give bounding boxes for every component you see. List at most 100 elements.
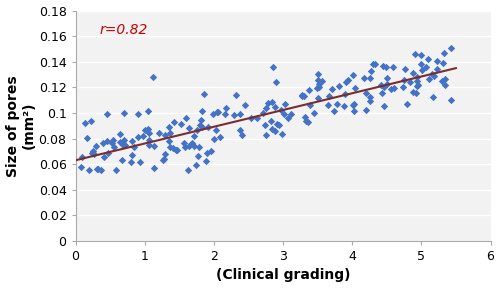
Point	[140, 128, 148, 133]
Point	[424, 56, 432, 61]
Point	[413, 79, 421, 84]
Point	[447, 98, 455, 103]
Point	[104, 151, 112, 156]
Point	[439, 61, 447, 66]
Point	[262, 106, 270, 110]
Point	[87, 119, 95, 124]
Point	[194, 154, 202, 158]
Text: r=0.82: r=0.82	[100, 22, 148, 37]
Point	[185, 144, 193, 149]
Point	[210, 112, 218, 117]
Point	[380, 104, 388, 109]
Point	[221, 111, 229, 116]
Point	[89, 149, 97, 153]
Point	[412, 91, 420, 96]
Point	[195, 144, 203, 149]
Point	[434, 67, 442, 71]
Point	[236, 111, 244, 116]
Point	[300, 114, 308, 119]
Point	[146, 142, 154, 147]
Point	[348, 103, 356, 107]
Point	[144, 131, 152, 136]
Point	[112, 168, 120, 173]
Point	[92, 167, 100, 172]
Point	[140, 134, 147, 138]
Point	[330, 109, 338, 113]
Point	[172, 148, 180, 153]
Point	[426, 76, 434, 81]
Point	[108, 141, 116, 145]
Point	[302, 118, 310, 123]
Point	[305, 88, 313, 92]
Point	[166, 125, 173, 130]
Point	[410, 89, 418, 94]
Point	[324, 102, 332, 107]
Point	[206, 149, 214, 153]
Point	[116, 139, 124, 144]
Point	[146, 138, 154, 143]
Point	[262, 133, 270, 137]
Point	[362, 108, 370, 112]
Point	[388, 87, 396, 91]
Point	[130, 144, 138, 149]
Point	[134, 112, 142, 116]
Point	[366, 98, 374, 103]
Point	[253, 116, 261, 120]
Point	[134, 135, 142, 140]
Point	[350, 109, 358, 113]
Point	[99, 141, 107, 145]
Point	[340, 103, 348, 108]
Point	[272, 80, 280, 85]
Point	[232, 93, 240, 97]
Point	[306, 103, 314, 107]
Point	[190, 133, 198, 138]
Point	[200, 91, 207, 96]
Point	[367, 69, 375, 73]
Point	[280, 111, 287, 116]
Point	[197, 118, 205, 122]
Point	[298, 93, 306, 98]
Point	[400, 77, 408, 82]
Point	[103, 139, 111, 144]
Point	[184, 168, 192, 173]
Point	[417, 53, 425, 58]
Point	[274, 122, 282, 127]
Point	[286, 111, 294, 116]
Point	[378, 91, 386, 96]
Point	[166, 131, 174, 136]
Point	[155, 131, 163, 135]
Point	[203, 150, 211, 155]
Point	[362, 91, 370, 96]
Point	[366, 95, 374, 99]
Point	[266, 119, 274, 123]
Point	[429, 94, 437, 99]
Point	[316, 85, 324, 89]
Point	[120, 111, 128, 115]
Point	[314, 72, 322, 77]
Point	[204, 125, 212, 129]
Point	[247, 115, 255, 120]
Point	[383, 76, 391, 80]
Point	[314, 77, 322, 82]
Point	[410, 71, 418, 75]
Point	[110, 145, 118, 149]
Point	[430, 73, 438, 78]
Point	[120, 138, 128, 142]
Point	[198, 124, 205, 129]
Point	[78, 155, 86, 159]
Point	[418, 62, 426, 66]
Point	[121, 142, 129, 147]
Point	[404, 101, 411, 106]
Point	[440, 51, 448, 55]
Point	[109, 138, 117, 142]
Point	[336, 84, 344, 88]
Point	[158, 158, 166, 162]
Point	[264, 101, 272, 105]
Point	[318, 79, 326, 84]
Point	[118, 143, 126, 147]
Y-axis label: Size of pores
(mm²): Size of pores (mm²)	[6, 75, 36, 177]
Point	[378, 83, 386, 87]
Point	[128, 139, 136, 143]
Point	[277, 108, 285, 112]
Point	[271, 129, 279, 133]
